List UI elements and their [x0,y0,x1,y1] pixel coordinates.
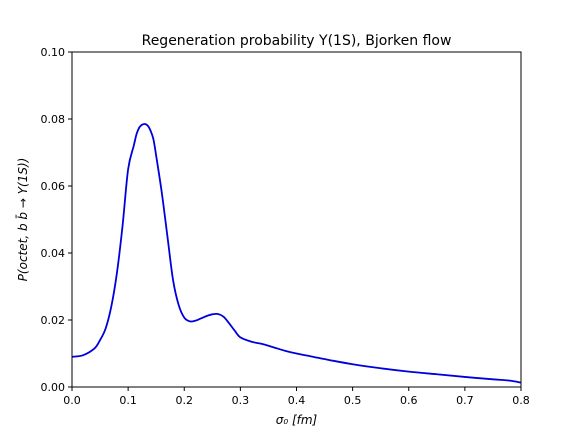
y-tick-label: 0.04 [41,247,66,260]
y-axis-label: P(octet, b b̄ → Υ(1S)) [16,158,30,282]
x-tick-label: 0.8 [512,394,530,407]
y-tick-label: 0.08 [41,113,66,126]
y-axis: 0.00 0.02 0.04 0.06 0.08 0.10 [41,46,72,394]
x-tick-label: 0.1 [119,394,137,407]
y-tick-label: 0.02 [41,314,66,327]
x-tick-label: 0.4 [288,394,306,407]
y-tick-label: 0.06 [41,180,66,193]
y-tick-label: 0.10 [41,46,66,59]
axes-frame [71,51,522,388]
plot-area [71,123,522,384]
x-axis: 0.0 0.1 0.2 0.3 0.4 0.5 0.6 0.7 0.8 [63,387,530,407]
x-tick-label: 0.5 [344,394,362,407]
x-tick-label: 0.3 [232,394,250,407]
x-tick-label: 0.0 [63,394,81,407]
series-line [71,123,522,384]
x-tick-label: 0.6 [400,394,418,407]
y-tick-label: 0.00 [41,381,66,394]
x-axis-label: σ₀ [fm] [276,413,318,427]
x-tick-label: 0.7 [456,394,474,407]
x-tick-label: 0.2 [176,394,194,407]
chart-title: Regeneration probability Υ(1S), Bjorken … [142,33,452,49]
